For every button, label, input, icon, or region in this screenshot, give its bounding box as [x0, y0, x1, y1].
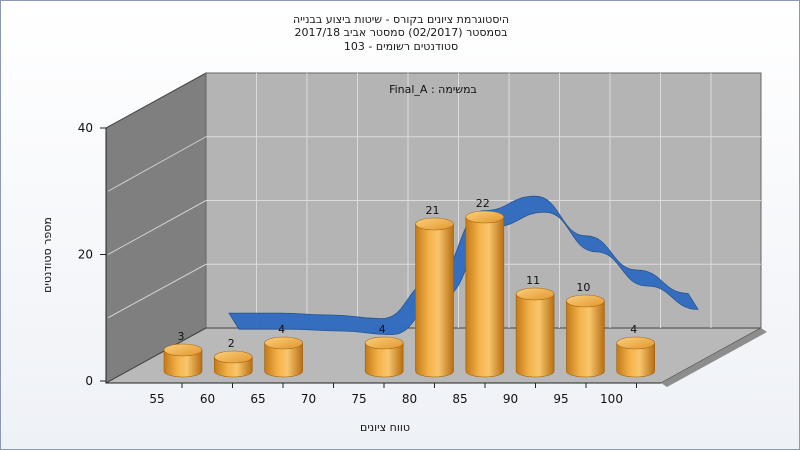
bar [415, 217, 454, 378]
y-tick-label: 0 [85, 374, 93, 388]
bar [364, 336, 404, 378]
trend-curve [228, 195, 699, 336]
bar [616, 336, 656, 378]
bar-value-label: 3 [178, 330, 185, 343]
x-tick-label: 80 [402, 392, 417, 406]
bar [214, 350, 253, 378]
bar [163, 343, 203, 378]
bar [465, 210, 505, 378]
x-tick-label: 95 [553, 392, 568, 406]
y-axis-label: מספר סטודנטים [41, 217, 54, 293]
bar-value-label: 4 [278, 323, 285, 336]
gridlines [107, 73, 761, 328]
x-axis: 55 60 65 70 75 80 85 90 95 100 [106, 382, 661, 406]
x-tick-label: 90 [503, 392, 518, 406]
bar-value-label: 22 [476, 197, 490, 210]
bar-value-label: 21 [426, 204, 440, 217]
x-axis-label: טווח ציונים [360, 421, 410, 434]
bar [566, 294, 605, 378]
right-shadow [661, 328, 767, 387]
x-tick-label: 70 [301, 392, 316, 406]
x-tick-label: 75 [351, 392, 366, 406]
bar [264, 336, 303, 378]
bar-value-label: 4 [630, 323, 637, 336]
y-tick-label: 40 [78, 121, 93, 135]
chart-title-line-2: בסמסטר (02/2017) סמסטר אביב 2017/18 [294, 26, 508, 39]
chart-annotation: במשימה : Final_A [389, 83, 477, 96]
bar-value-label: 2 [228, 337, 235, 350]
y-tick-label: 20 [78, 248, 93, 262]
chart-title-line-1: היסטוגרמת ציונים בקורס - שיטות ביצוע בבנ… [292, 13, 510, 26]
x-tick-label: 60 [200, 392, 215, 406]
x-tick-label: 55 [149, 392, 164, 406]
bars: 3 2 4 4 21 22 11 10 4 [163, 197, 656, 378]
bar-value-label: 11 [526, 274, 540, 287]
chart-title-line-3: סטודנטים רשומים - 103 [343, 40, 459, 53]
x-tick-label: 100 [600, 392, 623, 406]
bar [515, 287, 555, 378]
x-tick-label: 85 [452, 392, 467, 406]
y-axis: 0 20 40 [78, 121, 107, 388]
trend-ribbon [228, 195, 699, 336]
bar-value-label: 10 [576, 281, 590, 294]
x-tick-label: 65 [250, 392, 265, 406]
bar-value-label: 4 [379, 323, 386, 336]
